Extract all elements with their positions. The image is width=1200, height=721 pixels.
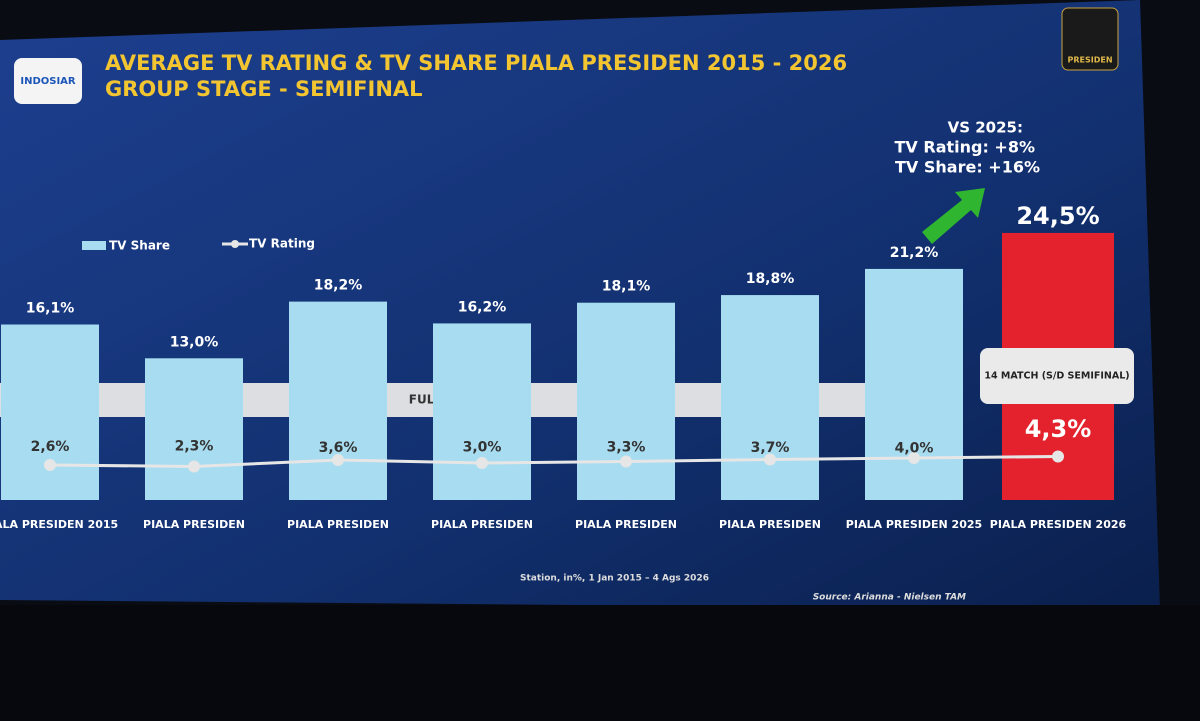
x-tick-label: PIALA PRESIDEN 2025 [846, 518, 982, 531]
x-tick-label: PIALA PRESIDEN [575, 518, 677, 531]
logo-box [14, 58, 82, 104]
legend-label: TV Rating [249, 237, 315, 251]
value-label: 16,2% [458, 299, 507, 315]
x-tick-label: PIALA PRESIDEN [431, 518, 533, 531]
point [332, 454, 344, 466]
bar [1, 324, 99, 500]
value-label: 3,0% [463, 439, 502, 455]
x-tick-label: PIALA PRESIDEN 2015 [0, 518, 118, 531]
bar [145, 358, 243, 500]
annotation: TV Share: +16% [895, 158, 1040, 177]
annotation-box [980, 348, 1134, 404]
chart-title: AVERAGE TV RATING & TV SHARE PIALA PRESI… [105, 51, 847, 75]
value-label: 3,6% [319, 440, 358, 456]
value-label: 2,6% [31, 439, 70, 455]
point [908, 452, 920, 464]
point [188, 460, 200, 473]
point [44, 459, 56, 471]
x-tick-label: PIALA PRESIDEN 2026 [990, 518, 1127, 531]
annotation: 14 MATCH (S/D SEMIFINAL) [984, 371, 1129, 382]
legend-swatch [231, 240, 239, 248]
arrow [922, 188, 985, 244]
x-tick-label: PIALA PRESIDEN [287, 518, 389, 531]
x-tick-label: PIALA PRESIDEN [719, 518, 821, 531]
x-tick-label: PIALA PRESIDEN [143, 518, 245, 531]
chart-subtitle: GROUP STAGE - SEMIFINAL [105, 77, 423, 101]
annotation: TV Rating: +8% [895, 138, 1036, 157]
bar [577, 302, 675, 500]
badge-box [1061, 7, 1119, 71]
value-label: 3,7% [751, 440, 790, 456]
legend-label: TV Share [109, 239, 170, 253]
value-label: 18,8% [746, 271, 795, 287]
bar [721, 295, 819, 500]
point [764, 453, 776, 466]
note: Station, in%, 1 Jan 2015 – 4 Ags 2026 [520, 574, 709, 584]
stage [0, 605, 1200, 721]
value-label: 13,0% [170, 334, 219, 350]
bar [865, 268, 963, 500]
bar [289, 301, 387, 500]
value-label: 24,5% [1016, 202, 1099, 230]
point [476, 457, 488, 469]
value-label: 3,3% [607, 440, 646, 456]
value-label: 21,2% [890, 245, 939, 261]
logo: INDOSIAR [20, 76, 76, 87]
value-label: 18,1% [602, 279, 651, 295]
legend-swatch [82, 241, 106, 250]
value-label: 4,0% [895, 440, 934, 456]
point [620, 455, 632, 468]
annotation: VS 2025: [948, 119, 1023, 137]
value-label: 18,2% [314, 278, 363, 294]
line [49, 455, 1059, 469]
value-label: 16,1% [26, 301, 75, 317]
value-label: 2,3% [175, 439, 214, 455]
badge: PRESIDEN [1067, 56, 1112, 65]
bar [433, 323, 531, 500]
source: Source: Arianna - Nielsen TAM [813, 593, 966, 603]
value-label: 4,3% [1025, 415, 1092, 443]
point [1052, 450, 1064, 463]
